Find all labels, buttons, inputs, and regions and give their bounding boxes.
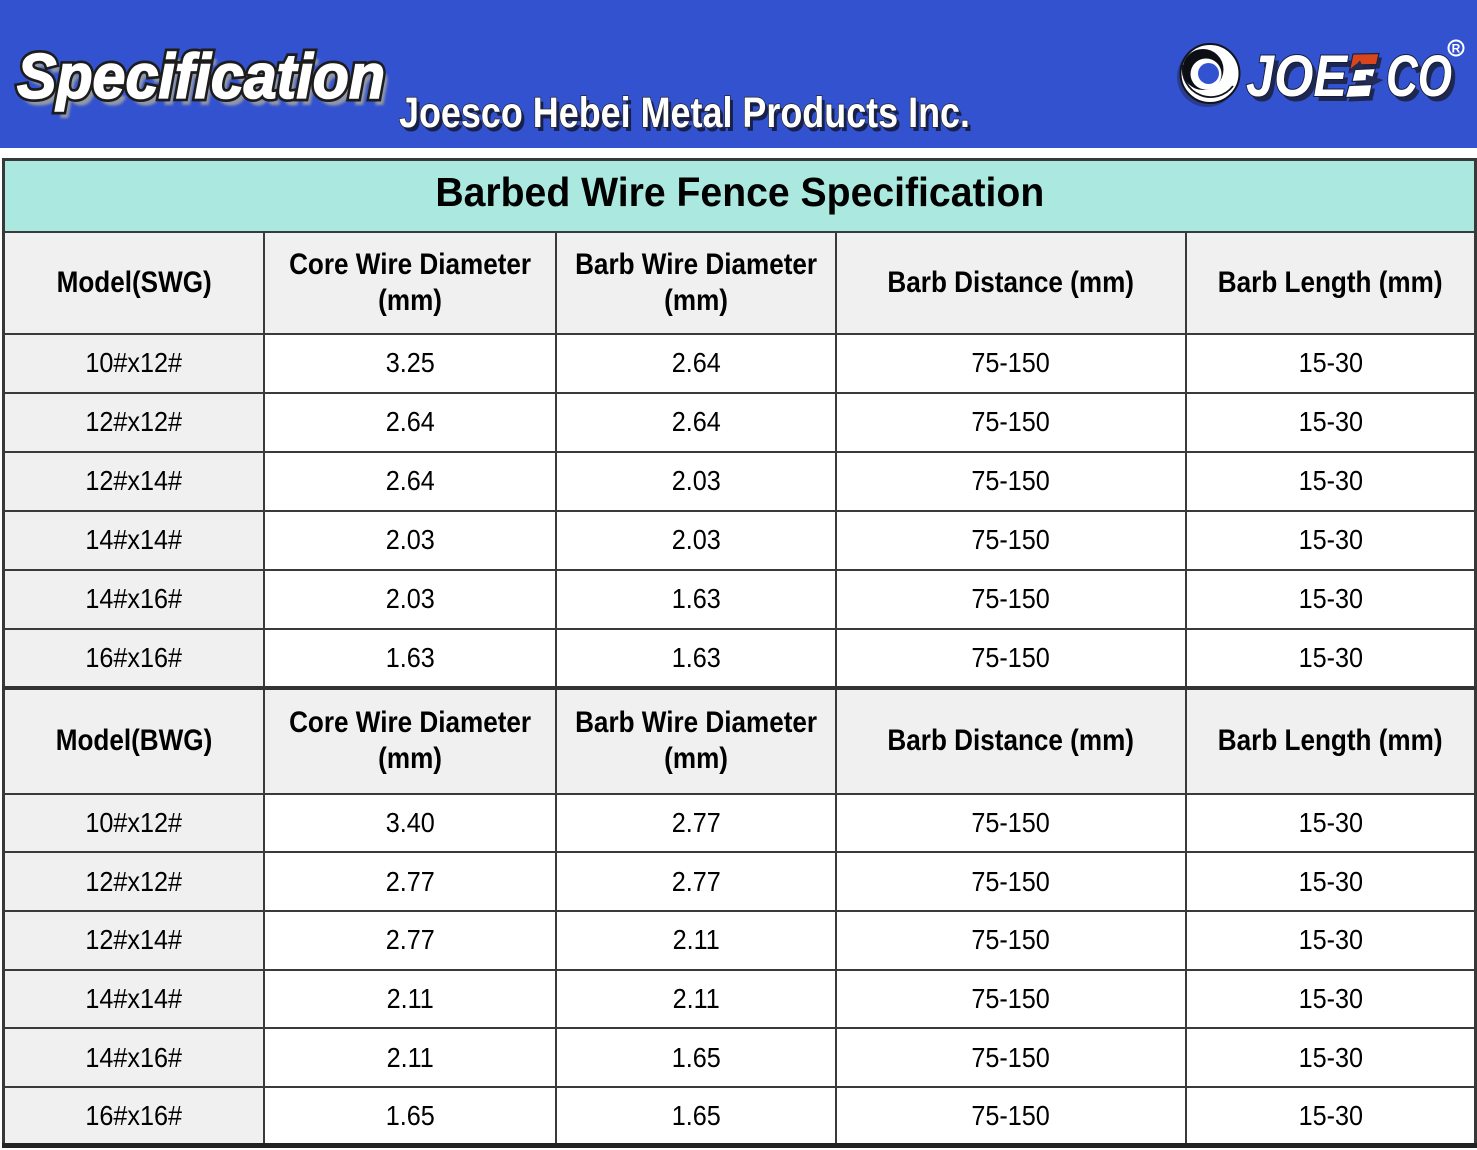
svg-text:JOE: JOE [1246,44,1349,109]
svg-text:JOE: JOE [1250,49,1353,114]
svg-text:R: R [1452,42,1461,56]
svg-text:CO: CO [1386,44,1452,109]
svg-text:Joesco Hebei Metal Products In: Joesco Hebei Metal Products Inc. [399,89,970,137]
svg-text:Joesco Hebei Metal Products In: Joesco Hebei Metal Products Inc. [402,93,973,141]
svg-text:Specification: Specification [17,42,385,112]
svg-text:CO: CO [1390,49,1456,114]
svg-text:Specification: Specification [17,42,385,112]
svg-text:Specification: Specification [22,49,390,119]
